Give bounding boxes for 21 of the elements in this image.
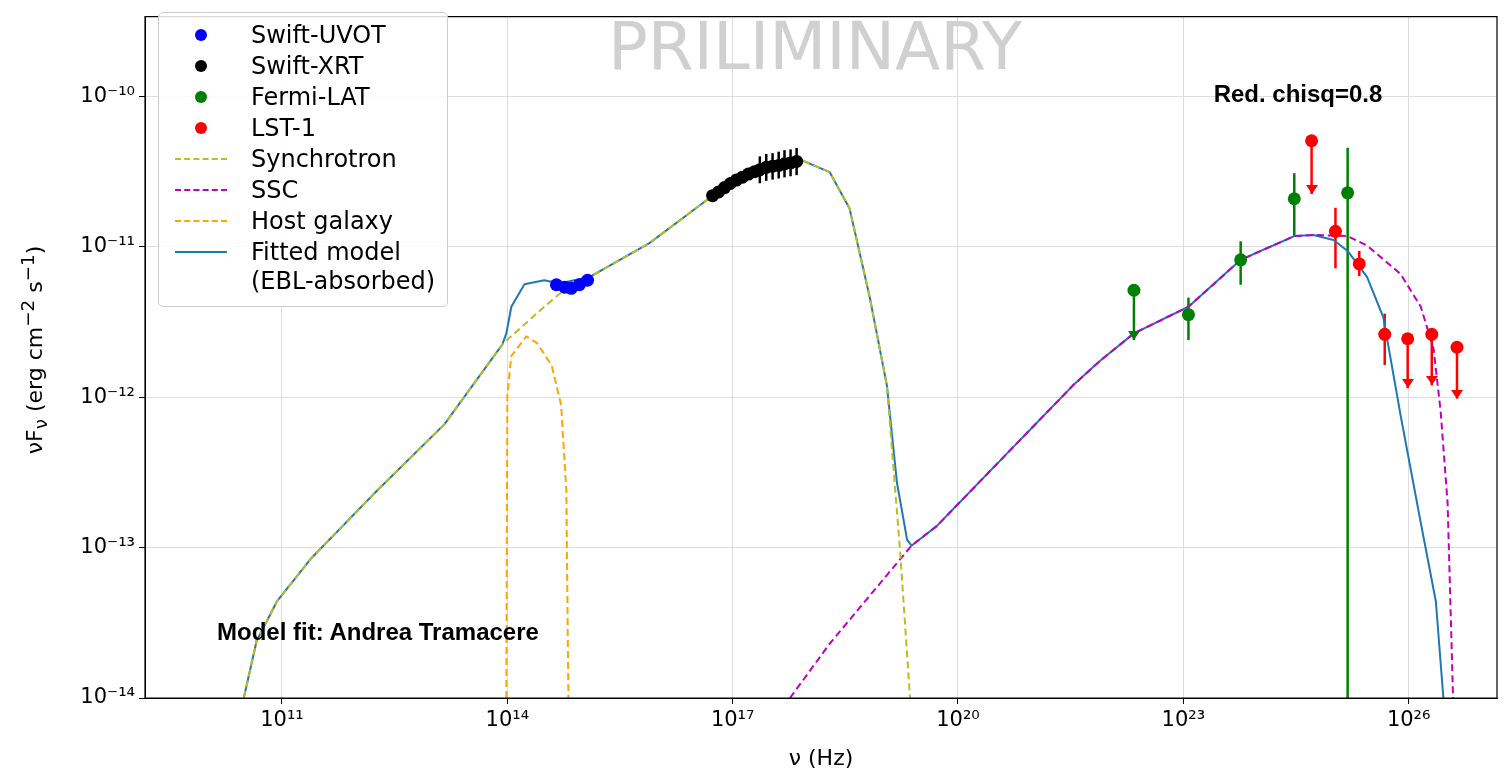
y-tick-label: 10⁻¹⁴ <box>80 684 135 709</box>
legend-label: SSC <box>251 176 299 205</box>
x-tick-label: 10¹⁴ <box>485 707 530 732</box>
x-tick-label: 10¹⁷ <box>710 707 755 732</box>
legend-label: Synchrotron <box>251 145 397 174</box>
legend-label: LST-1 <box>251 114 316 143</box>
x-tick-label: 10¹¹ <box>260 707 304 732</box>
annotation: Red. chisq=0.8 <box>1213 80 1383 108</box>
y-tick-label: 10⁻¹⁰ <box>80 82 135 107</box>
legend-label: Fermi-LAT <box>251 83 370 112</box>
legend-label: Fitted model (EBL-absorbed) <box>251 238 436 296</box>
x-tick-label: 10²⁰ <box>936 707 980 732</box>
legend-label: Swift-UVOT <box>251 21 386 50</box>
legend-label: Swift-XRT <box>251 52 364 81</box>
legend-label: Host galaxy <box>251 207 393 236</box>
y-tick-label: 10⁻¹¹ <box>80 233 135 258</box>
x-tick-label: 10²³ <box>1161 707 1206 732</box>
x-tick-label: 10²⁶ <box>1386 707 1431 732</box>
y-tick-label: 10⁻¹³ <box>80 534 135 559</box>
x-axis-title: ν (Hz) <box>788 745 854 770</box>
y-tick-label: 10⁻¹² <box>80 383 135 408</box>
